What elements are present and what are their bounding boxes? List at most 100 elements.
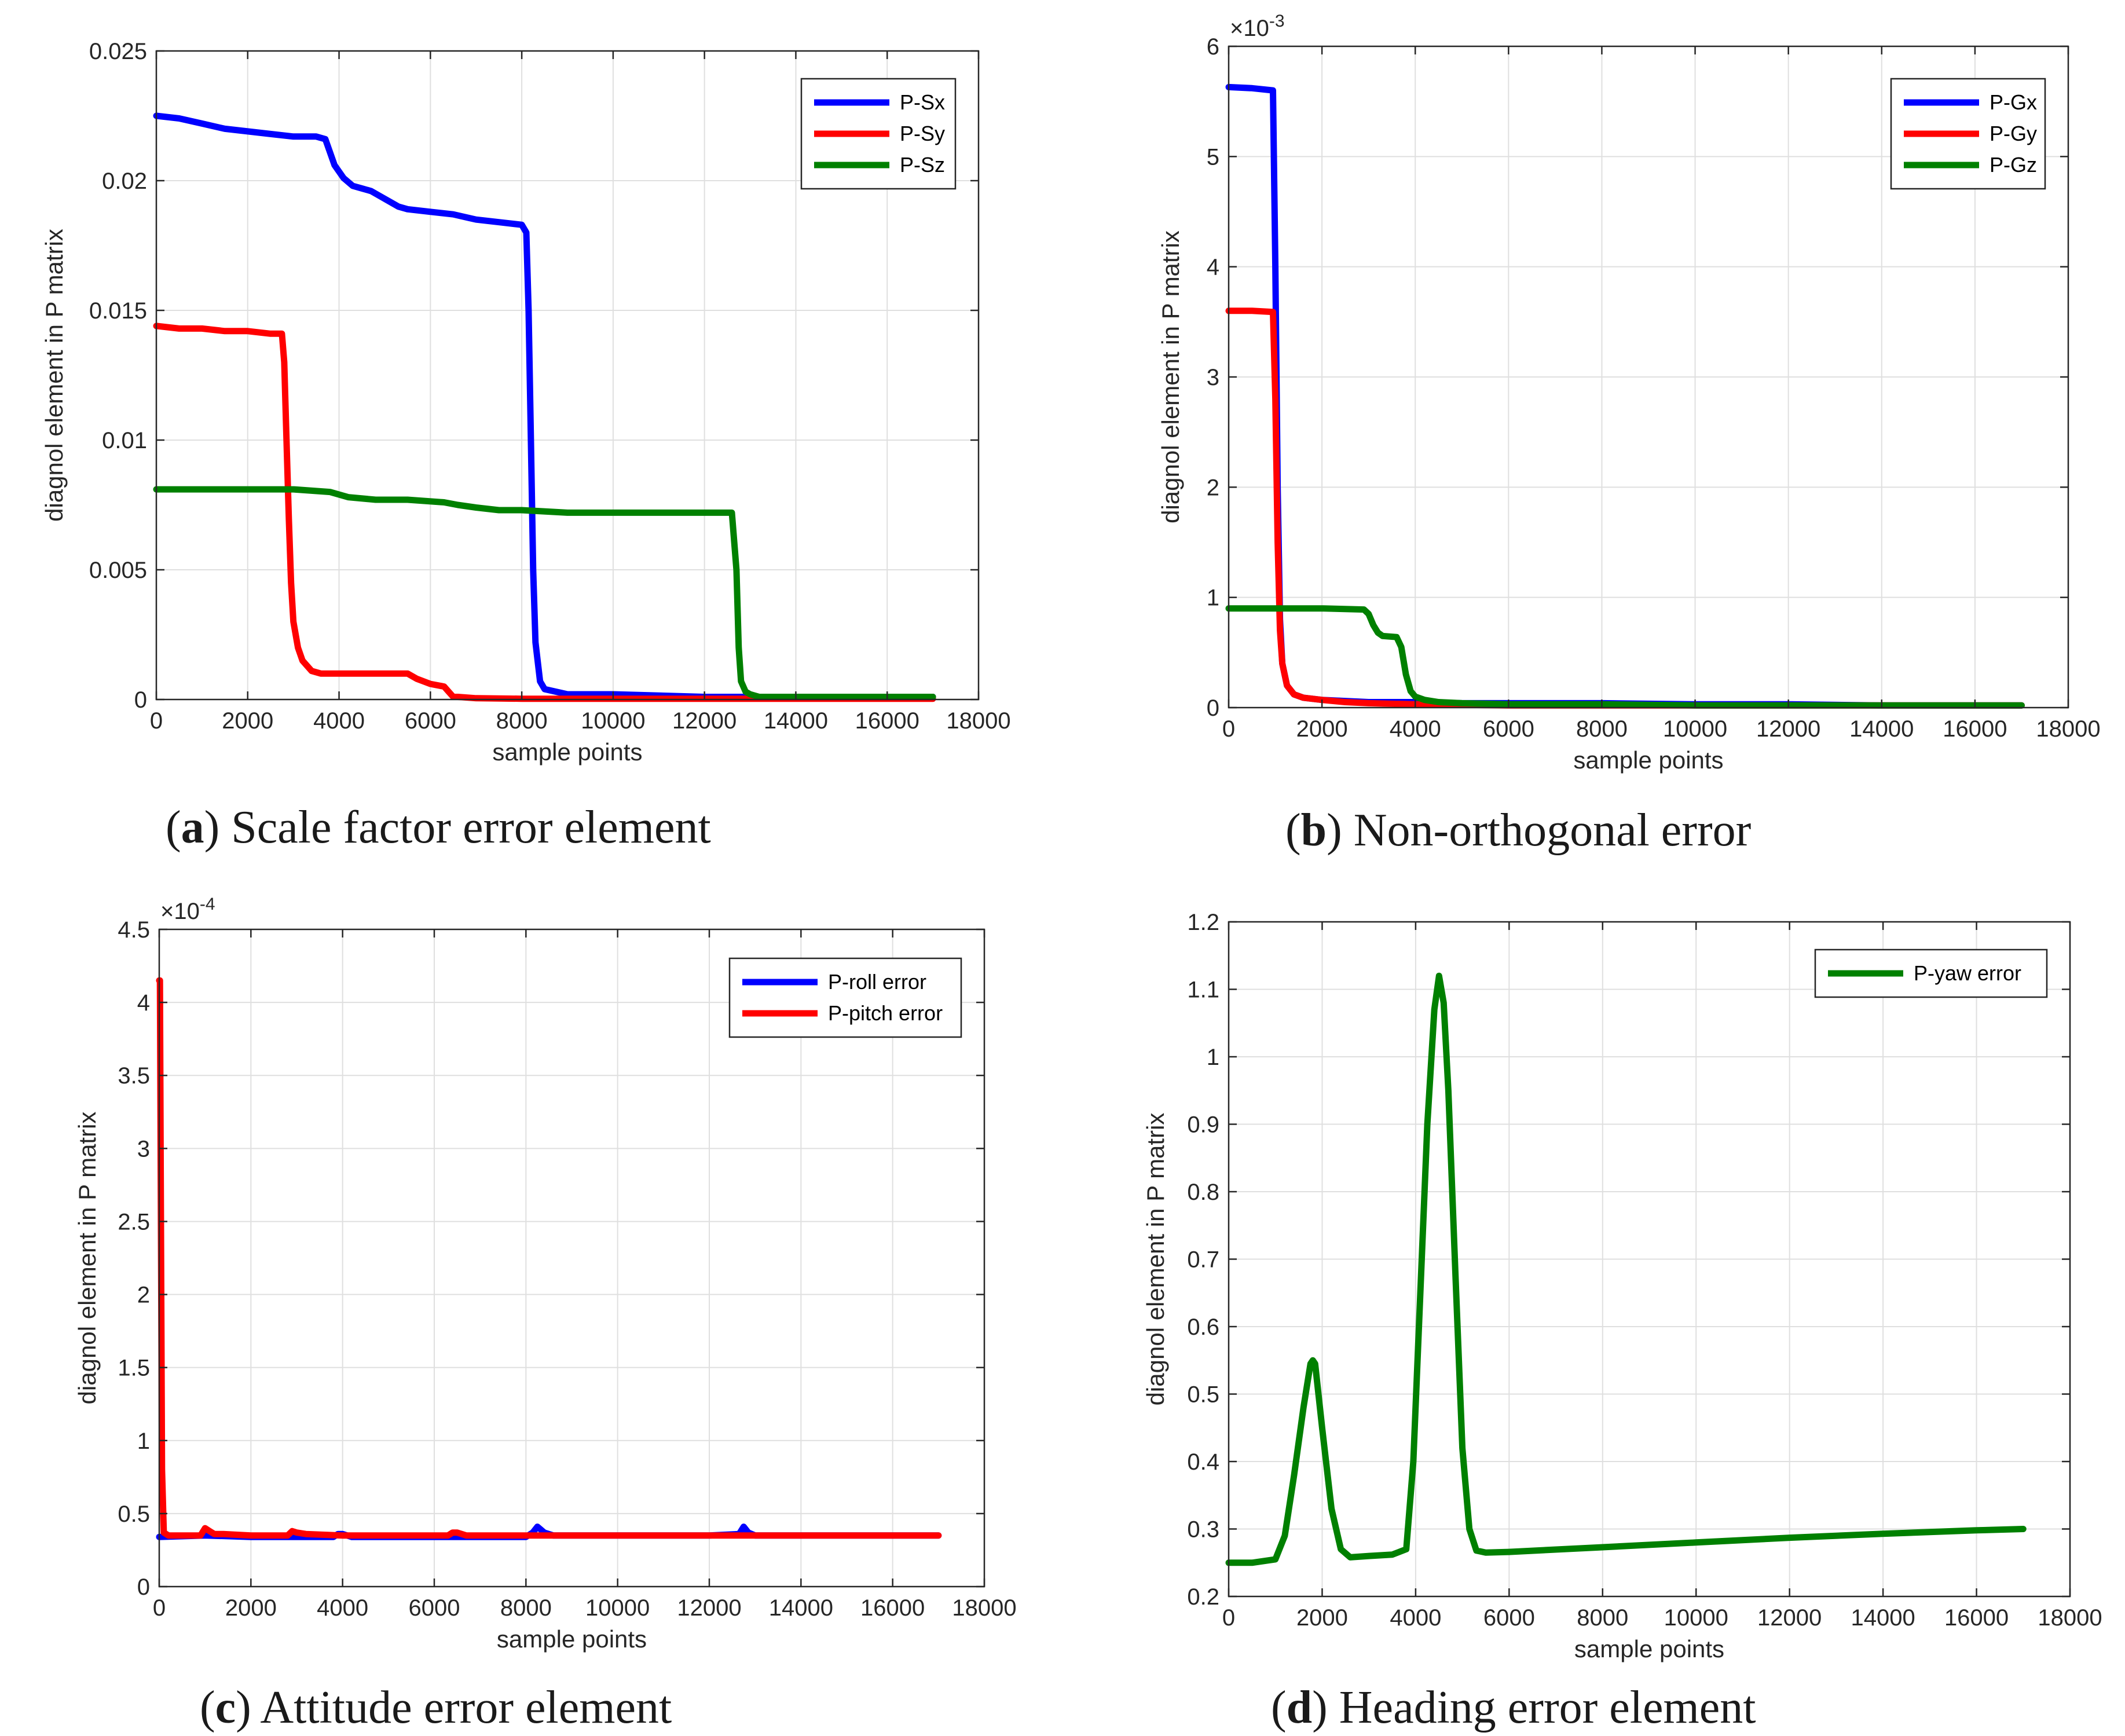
y-tick-label: 0	[1207, 695, 1219, 721]
exponent-value: -3	[1269, 12, 1285, 31]
x-tick-label: 16000	[855, 708, 919, 734]
caption-text: Attitude error element	[260, 1682, 672, 1733]
x-tick-label: 18000	[952, 1595, 1016, 1621]
plot-area	[159, 929, 984, 1587]
legend-box	[728, 957, 962, 1038]
x-tick-label: 6000	[1483, 1605, 1535, 1631]
y-axis-label: diagnol element in P matrix	[1157, 230, 1184, 523]
exponent-value: -4	[200, 895, 215, 914]
legend: P-roll error P-pitch error	[728, 957, 962, 1038]
y-tick-label: 0.7	[1187, 1247, 1219, 1273]
x-tick-label: 2000	[1296, 716, 1348, 742]
x-tick-label: 12000	[672, 708, 737, 734]
x-tick-label: 2000	[222, 708, 273, 734]
y-tick-label: 4.5	[118, 917, 150, 943]
y-tick-label: 0.02	[102, 169, 147, 194]
x-tick-label: 2000	[225, 1595, 277, 1621]
x-tick-label: 4000	[313, 708, 365, 734]
x-tick-label: 14000	[769, 1595, 833, 1621]
y-tick-label: 0.9	[1187, 1112, 1219, 1138]
axes-frame	[155, 50, 980, 701]
x-tick-label: 0	[150, 708, 163, 734]
y-axis-label: diagnol element in P matrix	[1142, 1113, 1169, 1406]
y-tick-label: 3	[1207, 365, 1219, 390]
panel-caption: (b) Non-orthogonal error	[1285, 805, 1751, 856]
x-tick-label: 10000	[1663, 716, 1727, 742]
y-axis-label: diagnol element in P matrix	[41, 229, 68, 522]
caption-letter: c	[215, 1682, 236, 1733]
x-tick-label: 10000	[585, 1595, 650, 1621]
series-line-p-yaw-error	[1225, 972, 2027, 1566]
x-tick-label: 8000	[1576, 716, 1628, 742]
x-tick-label: 8000	[496, 708, 548, 734]
legend: P-Sx P-Sy P-Sz	[800, 78, 957, 190]
x-tick-label: 12000	[1757, 1605, 1822, 1631]
x-tick-label: 10000	[581, 708, 645, 734]
caption-text: Scale factor error element	[231, 802, 710, 853]
y-tick-label: 5	[1207, 144, 1219, 170]
x-tick-label: 4000	[1390, 1605, 1441, 1631]
legend: P-Gx P-Gy P-Gz	[1890, 78, 2046, 190]
legend-label: P-pitch error	[828, 1001, 943, 1025]
legend-label: P-Gz	[1990, 153, 2037, 177]
y-tick-label: 1.5	[118, 1356, 150, 1381]
y-tick-label: 0	[134, 687, 147, 713]
x-tick-label: 14000	[1851, 1605, 1915, 1631]
legend-label: P-Sx	[900, 90, 945, 114]
x-tick-label: 4000	[317, 1595, 368, 1621]
legend-label: P-Gy	[1990, 122, 2037, 145]
x-axis-label: sample points	[1574, 1635, 1724, 1662]
legend-label: P-Sy	[900, 122, 945, 145]
x-tick-label: 18000	[2038, 1605, 2102, 1631]
y-tick-label: 1.2	[1187, 910, 1219, 935]
series-line-p-gz	[1225, 605, 2025, 709]
y-tick-label: 3.5	[118, 1063, 150, 1089]
chart-panel-c: 0 2000 4000 6000 8000 10000 12000 14000 16000 180…	[74, 895, 1017, 1733]
y-tick-label: 0.4	[1187, 1449, 1219, 1475]
y-tick-label: 0.8	[1187, 1180, 1219, 1205]
y-tick-label: 4	[1207, 255, 1219, 280]
caption-text: Non-orthogonal error	[1354, 805, 1751, 856]
panel-caption: (d) Heading error element	[1271, 1682, 1756, 1733]
series-line-p-sz	[153, 486, 936, 700]
legend-label: P-yaw error	[1914, 961, 2021, 985]
legend-label: P-Sz	[900, 153, 945, 177]
y-tick-label: 0.3	[1187, 1517, 1219, 1543]
x-tick-label: 14000	[1849, 716, 1914, 742]
legend: P-yaw error	[1814, 948, 2048, 998]
chart-panel-a: 0 2000 4000 6000 8000 10000 12000 14000 16000 180…	[41, 39, 1011, 853]
y-exponent: ×10-3	[1230, 12, 1285, 41]
x-tick-label: 16000	[1943, 716, 2007, 742]
x-tick-label: 16000	[860, 1595, 925, 1621]
y-tick-label: 4	[137, 990, 150, 1016]
caption-letter: a	[181, 802, 204, 853]
x-tick-label: 0	[153, 1595, 166, 1621]
chart-panel-d: 0 2000 4000 6000 8000 10000 12000 14000 16000 180…	[1142, 910, 2102, 1733]
y-tick-label: 1	[1207, 1045, 1219, 1070]
x-tick-label: 12000	[1756, 716, 1820, 742]
x-axis-label: sample points	[1573, 746, 1723, 774]
y-tick-label: 0.2	[1187, 1584, 1219, 1610]
y-tick-label: 0.6	[1187, 1314, 1219, 1340]
caption-text: Heading error element	[1339, 1682, 1756, 1733]
y-axis-label: diagnol element in P matrix	[74, 1112, 101, 1405]
y-tick-label: 2.5	[118, 1209, 150, 1235]
x-tick-label: 6000	[409, 1595, 460, 1621]
legend-label: P-Gx	[1990, 90, 2037, 114]
y-tick-label: 0.015	[89, 298, 147, 324]
x-tick-label: 10000	[1664, 1605, 1728, 1631]
y-tick-label: 0.005	[89, 558, 147, 583]
x-tick-label: 6000	[405, 708, 456, 734]
x-tick-label: 6000	[1483, 716, 1534, 742]
y-tick-label: 0.01	[102, 428, 147, 453]
x-axis-label: sample points	[492, 738, 642, 766]
y-tick-label: 0	[137, 1574, 150, 1600]
x-tick-label: 4000	[1390, 716, 1441, 742]
x-tick-label: 14000	[764, 708, 828, 734]
panel-caption: (a) Scale factor error element	[166, 802, 711, 853]
legend-label: P-roll error	[828, 970, 926, 994]
y-tick-label: 1	[1207, 585, 1219, 611]
y-tick-label: 0.5	[118, 1501, 150, 1527]
x-tick-label: 0	[1222, 716, 1235, 742]
series-line-p-sy	[153, 323, 936, 702]
